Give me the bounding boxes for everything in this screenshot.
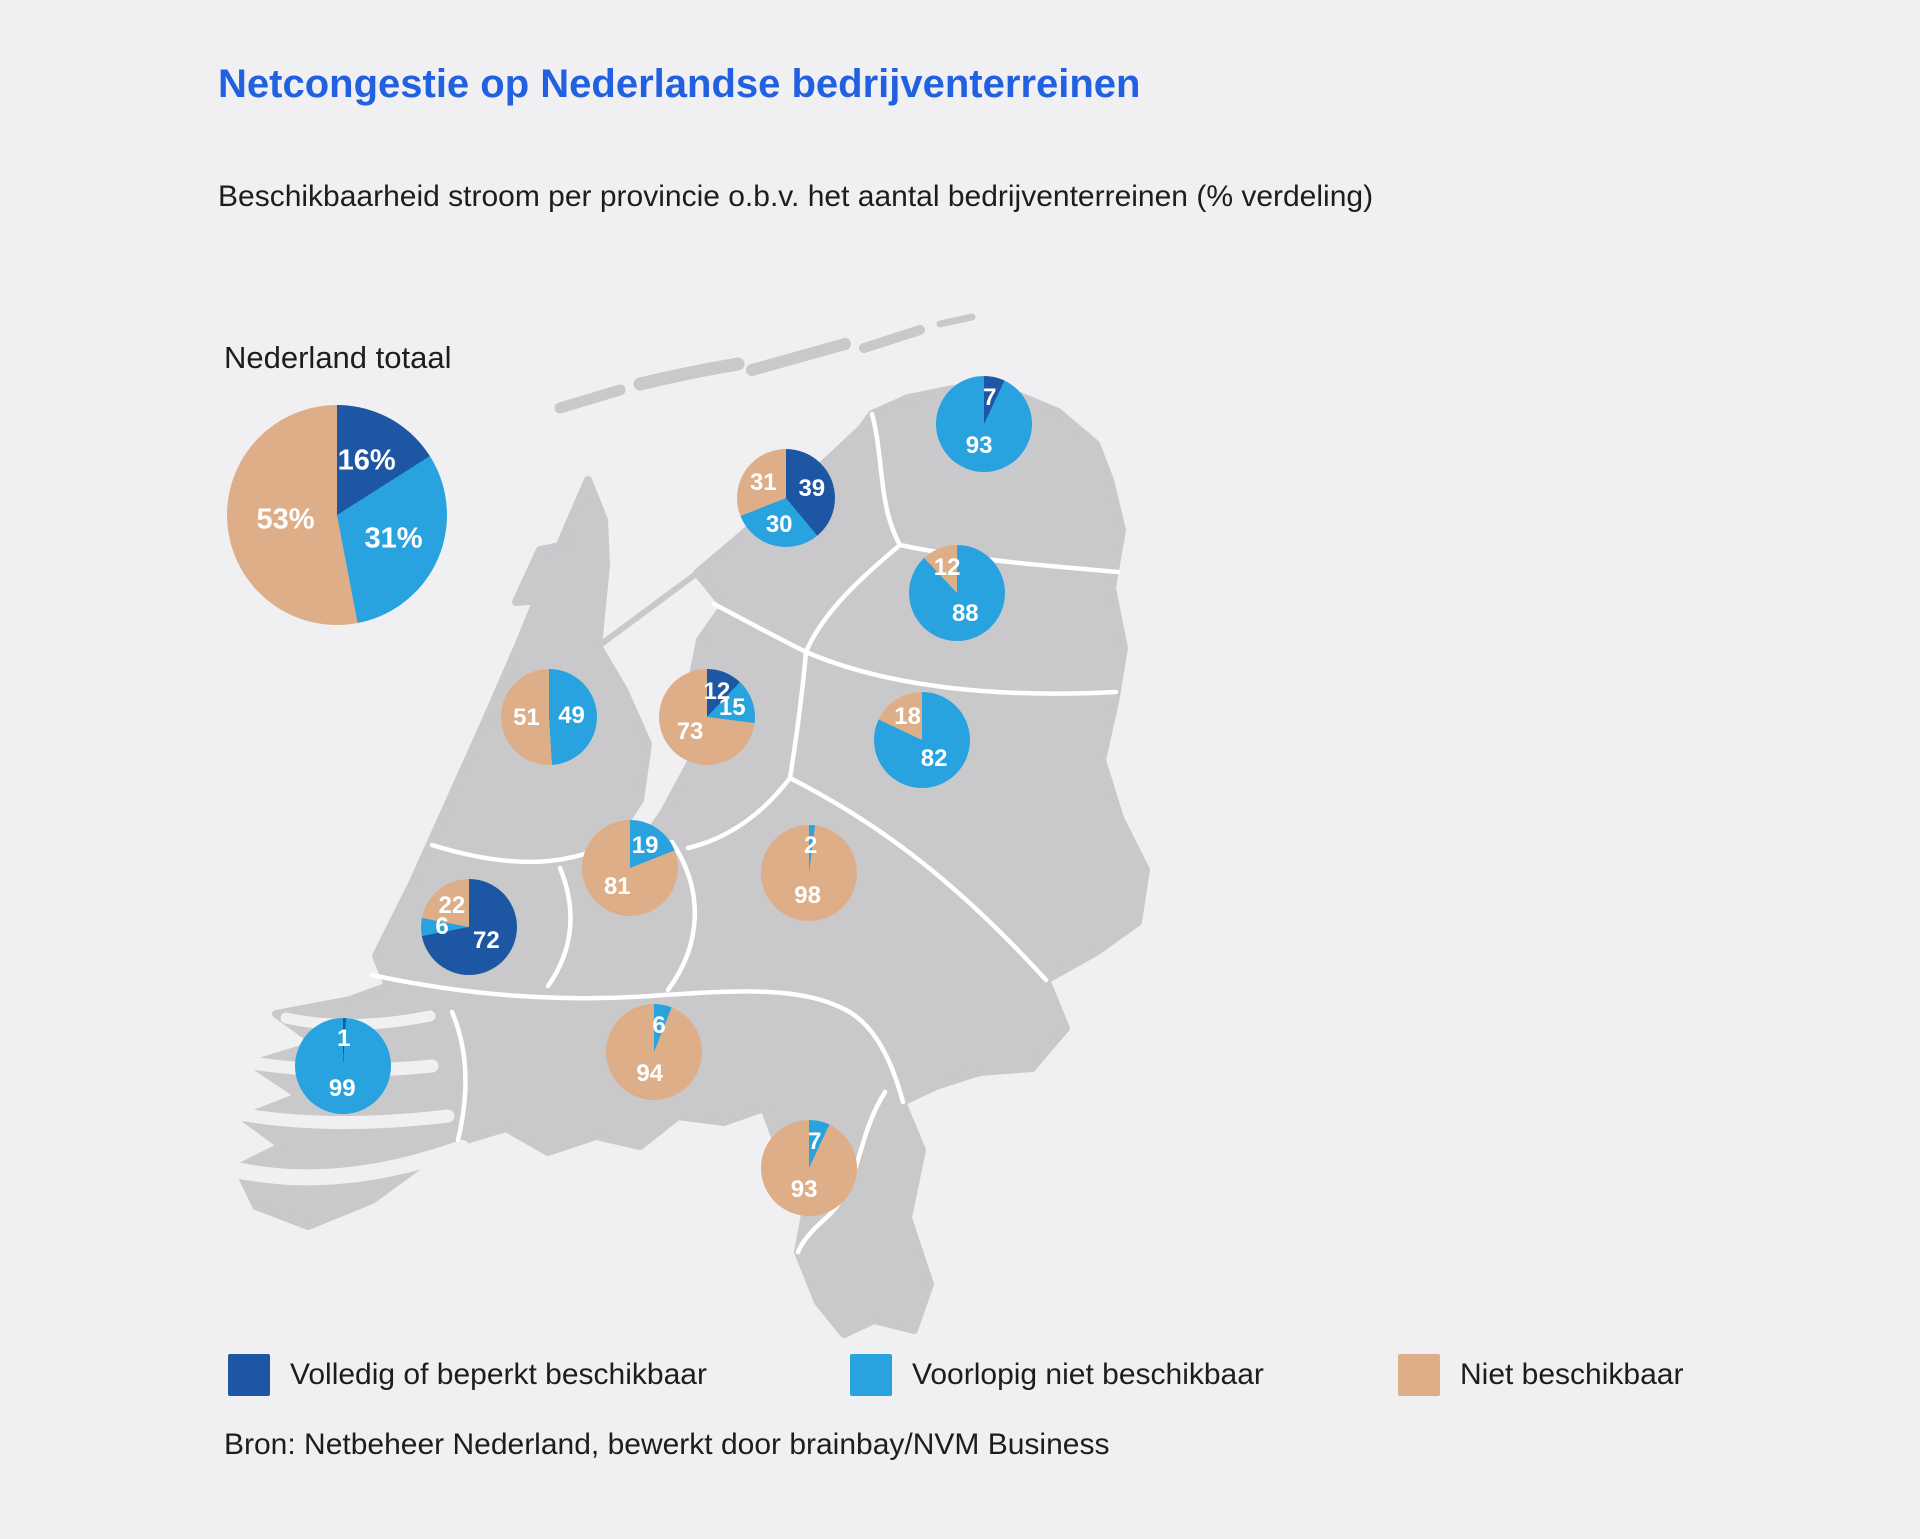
pie-zuid-holland: 72 6 22 — [421, 879, 517, 975]
pie-drenthe: 88 12 — [909, 545, 1005, 641]
page-title: Netcongestie op Nederlandse bedrijventer… — [218, 62, 1141, 106]
pie-value-label: 7 — [983, 383, 997, 411]
pie-utrecht: 19 81 — [582, 820, 678, 916]
legend-item-voorlopig: Voorlopig niet beschikbaar — [850, 1354, 1264, 1396]
pie-value-label: 16% — [337, 444, 396, 477]
pie-groningen: 7 93 — [936, 376, 1032, 472]
pie-value-label: 2 — [804, 832, 818, 860]
pie-value-label: 93 — [965, 432, 993, 460]
chart-subtitle: Beschikbaarheid stroom per provincie o.b… — [218, 180, 1374, 213]
legend-label-volledig: Volledig of beperkt beschikbaar — [290, 1358, 707, 1391]
source-note: Bron: Netbeheer Nederland, bewerkt door … — [224, 1428, 1110, 1461]
pie-value-label: 73 — [676, 717, 704, 745]
pie-zeeland: 1 99 — [295, 1018, 391, 1114]
pie-noord-brabant: 6 94 — [606, 1004, 702, 1100]
pie-gelderland: 2 98 — [761, 825, 857, 921]
pie-value-label: 93 — [790, 1176, 818, 1204]
legend-item-volledig: Volledig of beperkt beschikbaar — [228, 1354, 707, 1396]
pie-value-label: 94 — [636, 1060, 664, 1088]
legend-swatch-volledig — [228, 1354, 270, 1396]
pie-value-label: 22 — [438, 892, 466, 920]
pie-value-label: 72 — [473, 927, 500, 955]
legend-swatch-niet — [1398, 1354, 1440, 1396]
pie-value-label: 12 — [933, 554, 961, 581]
afsluitdijk-causeway — [597, 571, 699, 648]
pie-value-label: 88 — [951, 599, 979, 627]
pie-value-label: 6 — [652, 1011, 666, 1039]
legend-item-niet: Niet beschikbaar — [1398, 1354, 1683, 1396]
pie-value-label: 31 — [749, 468, 777, 496]
pie-value-label: 6 — [435, 913, 449, 940]
pie-value-label: 18 — [894, 703, 921, 731]
pie-value-label: 12 — [703, 678, 731, 705]
pie-noord-holland: 49 51 — [501, 669, 597, 765]
wadden-islands — [512, 313, 976, 606]
pie-friesland: 39 30 31 — [737, 449, 835, 547]
netherlands-total-label: Nederland totaal — [224, 340, 452, 375]
pie-value-label: 39 — [798, 474, 826, 502]
legend-label-niet: Niet beschikbaar — [1460, 1358, 1684, 1391]
pie-value-label: 31% — [364, 522, 423, 555]
pie-value-label: 1 — [337, 1025, 351, 1053]
pie-value-label: 81 — [603, 872, 631, 900]
pie-value-label: 7 — [808, 1127, 822, 1155]
pie-value-label: 30 — [765, 510, 793, 538]
pie-nederland-totaal: 16% 31% 53% — [227, 405, 447, 625]
pie-value-label: 98 — [794, 881, 821, 909]
pie-value-label: 82 — [920, 745, 948, 773]
pie-value-label: 19 — [631, 831, 659, 859]
legend: Volledig of beperkt beschikbaar Voorlopi… — [0, 1354, 1920, 1404]
pie-value-label: 49 — [558, 702, 585, 730]
legend-label-voorlopig: Voorlopig niet beschikbaar — [912, 1358, 1264, 1391]
pie-limburg: 7 93 — [761, 1120, 857, 1216]
pie-value-label: 15 — [718, 693, 746, 721]
pie-value-label: 51 — [513, 703, 540, 731]
pie-flevoland: 12 15 73 — [659, 669, 755, 765]
pie-overijssel: 82 18 — [874, 692, 970, 788]
pie-value-label: 53% — [256, 503, 315, 536]
pie-value-label: 99 — [328, 1074, 356, 1102]
legend-swatch-voorlopig — [850, 1354, 892, 1396]
